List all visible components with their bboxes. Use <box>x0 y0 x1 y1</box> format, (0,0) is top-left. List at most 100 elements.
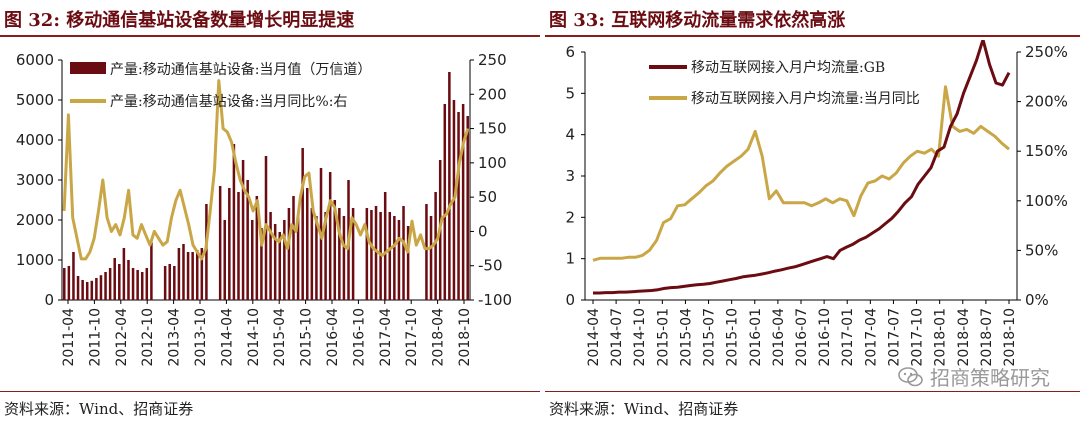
right-y-tick-label: 250% <box>1025 43 1068 61</box>
bar <box>255 196 259 300</box>
bar <box>81 280 84 300</box>
bar <box>260 228 263 300</box>
bar <box>402 206 405 300</box>
left-y-tick-label: 2 <box>565 208 575 226</box>
left-y-tick-label: 5 <box>565 84 575 102</box>
x-tick-label: 2012-10 <box>140 308 156 367</box>
left-y-tick-label: 5000 <box>16 91 54 109</box>
bar <box>228 188 231 300</box>
traffic-gb-line <box>593 40 1011 295</box>
left-y-tick-label: 1000 <box>16 251 54 269</box>
bar <box>296 216 300 300</box>
x-tick-label: 2018-10 <box>1002 308 1018 367</box>
left-y-tick-label: 4 <box>565 126 575 144</box>
right-y-tick-label: 250 <box>478 51 507 69</box>
bar <box>150 242 153 300</box>
bar <box>273 224 277 300</box>
bar <box>218 186 222 300</box>
x-tick-label: 2015-04 <box>678 308 694 367</box>
bar <box>173 266 176 300</box>
bar <box>131 268 135 300</box>
x-tick-label: 2018-04 <box>956 308 972 367</box>
bar <box>177 248 181 300</box>
bar <box>67 266 71 300</box>
right-panel: 图 33: 互联网移动流量需求依然高涨 0 1 2 3 4 5 6 0% 50% 100% 150%… <box>545 0 1080 423</box>
bar <box>448 72 451 300</box>
x-tick-label: 2017-04 <box>863 308 879 367</box>
bar <box>76 276 80 300</box>
x-tick-label: 2016-10 <box>351 308 367 367</box>
bar <box>241 160 245 300</box>
left-y-tick-label: 0 <box>565 291 575 309</box>
bar <box>310 208 314 300</box>
x-tick-label: 2015-10 <box>725 308 741 367</box>
x-tick-label: 2011-10 <box>87 308 103 367</box>
x-tick-label: 2015-07 <box>702 308 718 367</box>
bar <box>393 216 396 300</box>
right-chart-title: 图 33: 互联网移动流量需求依然高涨 <box>549 10 846 31</box>
bar <box>72 252 75 300</box>
watermark-text: 招商策略研究 <box>930 366 1050 390</box>
left-source-rule <box>0 391 540 392</box>
wechat-icon <box>898 366 923 386</box>
right-y-tick-label: 50 <box>478 188 497 206</box>
x-tick-label: 2014-10 <box>246 308 262 367</box>
bar <box>338 208 341 300</box>
bar <box>250 220 254 300</box>
x-tick-label: 2015-10 <box>299 308 315 367</box>
left-y-tick-label: 6 <box>565 43 575 61</box>
right-title-bar: 图 33: 互联网移动流量需求依然高涨 <box>545 0 1080 37</box>
bar <box>145 268 149 300</box>
x-tick-label: 2017-07 <box>886 308 902 367</box>
right-source-rule <box>545 391 1080 392</box>
x-tick-label: 2016-04 <box>771 308 787 367</box>
x-tick-label: 2016-01 <box>748 308 764 367</box>
left-y-tick-label: 6000 <box>16 51 54 69</box>
bar <box>99 275 103 300</box>
left-title-rule <box>0 35 540 37</box>
x-tick-label: 2016-10 <box>817 308 833 367</box>
right-y-tick-label: 100 <box>478 154 507 172</box>
bar <box>140 272 144 300</box>
bar <box>283 220 286 300</box>
bar <box>63 268 66 300</box>
legend-label-bar: 产量:移动通信基站设备:当月值（万信道） <box>110 61 371 78</box>
bar <box>301 148 304 300</box>
left-y-tick-label: 3000 <box>16 171 54 189</box>
yoy-line <box>62 79 470 261</box>
bar <box>118 264 121 300</box>
right-source: 资料来源：Wind、招商证券 <box>549 400 739 418</box>
x-tick-label: 2018-04 <box>431 308 447 367</box>
x-tick-label: 2017-10 <box>404 308 420 367</box>
x-tick-label: 2012-04 <box>114 308 130 367</box>
bar <box>365 208 369 300</box>
bar <box>287 208 291 300</box>
watermark: 招商策略研究 <box>898 362 1050 391</box>
bar <box>232 144 236 300</box>
bar <box>195 250 199 300</box>
bar <box>397 220 401 300</box>
x-tick-label: 2017-10 <box>910 308 926 367</box>
bar <box>429 216 433 300</box>
right-y-tick-label: 150% <box>1025 142 1068 160</box>
x-tick-label: 2017-04 <box>378 308 394 367</box>
bar <box>191 252 194 300</box>
right-y-tick-label: -50 <box>478 257 503 275</box>
bar <box>278 232 282 300</box>
bar <box>305 188 309 300</box>
right-y-tick-label: 200 <box>478 85 507 103</box>
bar <box>466 116 469 300</box>
bar <box>370 210 373 300</box>
bar <box>237 192 240 300</box>
right-y-tick-label: 150 <box>478 120 507 138</box>
x-tick-label: 2018-01 <box>933 308 949 367</box>
x-tick-label: 2016-07 <box>794 308 810 367</box>
right-y-tick-label: 100% <box>1025 192 1068 210</box>
x-tick-label: 2014-04 <box>219 308 235 367</box>
left-y-tick-label: 2000 <box>16 211 54 229</box>
left-y-tick-label: 4000 <box>16 131 54 149</box>
bar <box>324 212 327 300</box>
bar <box>136 270 139 300</box>
x-tick-label: 2014-10 <box>632 308 648 367</box>
bar <box>315 216 318 300</box>
